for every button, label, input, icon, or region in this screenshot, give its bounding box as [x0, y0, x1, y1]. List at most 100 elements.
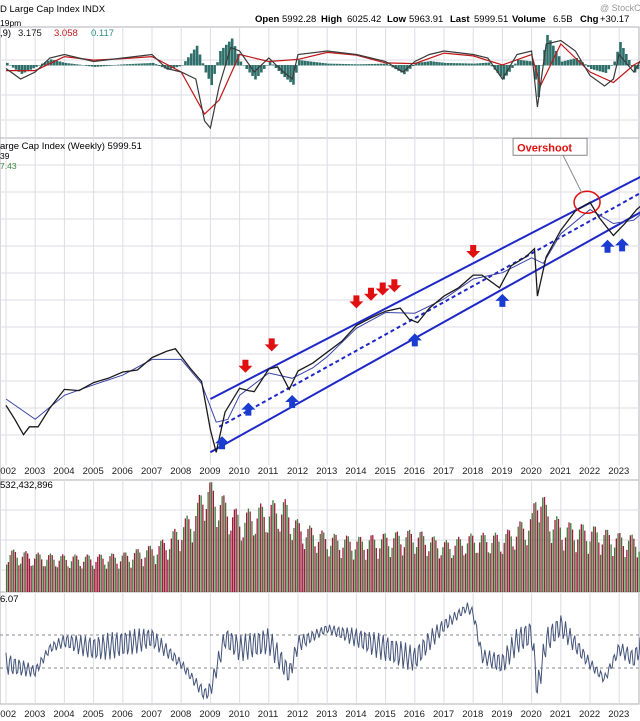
volume-bar — [37, 552, 39, 592]
volume-bar — [543, 496, 546, 592]
volume-bar — [95, 561, 97, 592]
macd-histogram-bar — [441, 62, 444, 66]
x-tick-label: 2004 — [53, 709, 74, 720]
volume-bar — [526, 545, 528, 592]
volume-bar — [505, 534, 507, 592]
volume-bar — [454, 545, 456, 592]
x-tick-label: 2023 — [608, 466, 629, 477]
volume-bar — [359, 536, 362, 592]
volume-bar — [393, 538, 395, 592]
macd-histogram-bar — [435, 61, 438, 66]
volume-bar — [366, 549, 369, 592]
x-tick-label: 2014 — [345, 466, 366, 477]
volume-bar — [496, 534, 498, 592]
volume-bar — [317, 541, 320, 592]
macd-histogram-bar — [470, 63, 473, 66]
volume-bar — [116, 563, 118, 592]
macd-histogram-bar — [216, 62, 219, 66]
volume-bar — [111, 553, 113, 592]
macd-histogram-bar — [236, 53, 240, 66]
volume-bar — [351, 550, 353, 592]
volume-bar — [452, 555, 455, 592]
macd-histogram-bar — [70, 63, 73, 66]
last-label: Last — [450, 14, 470, 25]
macd-histogram-bar — [408, 65, 412, 69]
volume-bar — [559, 527, 561, 592]
volume-bar — [368, 540, 370, 592]
volume-bar — [484, 535, 486, 592]
panel-frames — [0, 26, 640, 705]
volume-panel: 532,432,896 — [0, 480, 640, 592]
volume-bar — [442, 547, 444, 592]
macd-histogram-bar — [636, 65, 640, 70]
macd-histogram-bar — [306, 61, 310, 66]
macd-histogram-bar — [166, 65, 170, 70]
volume-bar — [561, 539, 563, 592]
volume-bar — [587, 553, 589, 592]
volume-bar — [207, 492, 209, 592]
macd-histogram-bar — [198, 54, 202, 66]
volume-bar — [289, 533, 292, 592]
signal-arrows — [215, 238, 630, 450]
volume-bar — [638, 551, 640, 592]
volume-bar — [93, 568, 95, 592]
macd-histogram-bar — [286, 65, 289, 80]
x-tick-label: 2022 — [579, 709, 600, 720]
macd-histogram-bar — [397, 65, 400, 71]
macd-histogram-bar — [327, 63, 330, 66]
x-tick-label: 2013 — [316, 709, 337, 720]
volume-bar — [356, 541, 358, 592]
volume-bar — [21, 556, 24, 592]
volume-bar — [435, 540, 437, 592]
x-tick-label: 2017 — [433, 709, 454, 720]
volume-bar — [105, 568, 108, 592]
buy-arrow-icon — [600, 239, 615, 253]
volume-bar — [69, 567, 71, 592]
macd-histogram-bar — [257, 65, 260, 76]
volume-bar — [191, 542, 194, 592]
volume-bar — [30, 565, 32, 592]
volume-bar — [303, 549, 306, 592]
volume-bar — [619, 533, 621, 592]
volume-bar — [282, 502, 285, 592]
volume-bar — [312, 535, 314, 592]
volume-bar — [20, 563, 22, 592]
volume-bar — [316, 552, 318, 592]
volume-bar — [458, 536, 460, 592]
volume-title: 532,432,896 — [0, 480, 53, 491]
macd-histogram-bar — [619, 42, 622, 66]
macd-histogram-bar — [14, 65, 18, 70]
macd-histogram-bar — [368, 64, 371, 66]
macd-histogram-bar — [490, 65, 494, 67]
volume-bar — [533, 503, 535, 592]
volume-bar — [633, 538, 635, 592]
volume-bar — [535, 502, 537, 592]
volume-bar — [603, 535, 605, 592]
volume-bar — [440, 555, 442, 592]
macd-histogram-bar — [318, 62, 322, 66]
volume-bar — [256, 518, 258, 592]
volume-bar — [48, 555, 50, 592]
volume-bar — [142, 566, 144, 592]
volume-bar — [195, 516, 197, 592]
macd-histogram-bar — [499, 65, 503, 77]
macd-histogram-bar — [8, 65, 12, 66]
volume-bar — [249, 511, 251, 592]
volume-bar — [358, 536, 360, 592]
volume-bar — [333, 533, 335, 592]
volume-bar — [466, 543, 469, 592]
volume-bar — [154, 564, 157, 592]
volume-bar — [606, 529, 609, 592]
x-tick-label: 2018 — [462, 466, 483, 477]
volume-bar — [449, 548, 451, 592]
macd-histogram-bar — [347, 64, 351, 66]
volume-bar — [326, 549, 328, 592]
volume-bar — [216, 527, 218, 592]
volume-bar — [461, 545, 463, 592]
volume-bar — [209, 482, 211, 592]
macd-histogram-bar — [563, 60, 567, 66]
x-tick-label: 2006 — [112, 709, 133, 720]
macd-histogram-bar — [400, 65, 403, 73]
volume-bar — [146, 550, 148, 592]
volume-bar — [372, 535, 374, 592]
